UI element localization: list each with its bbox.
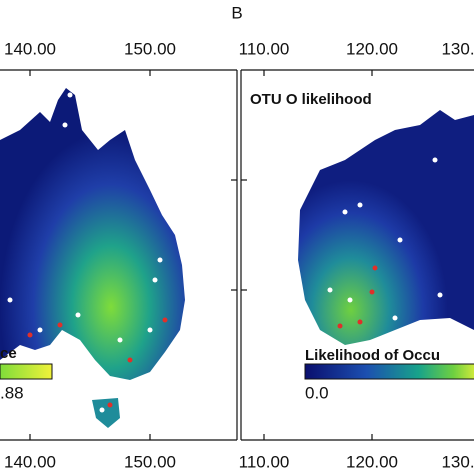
sample-points <box>7 92 163 413</box>
map-shape <box>92 398 120 428</box>
sample-points <box>27 317 168 408</box>
color-bar <box>304 363 474 380</box>
top-tick-label: 130. <box>441 39 474 58</box>
top-tick-label: 110.00 <box>239 39 290 58</box>
panel-title: OTU O likelihood <box>250 91 372 108</box>
top-tick-label: 150.00 <box>124 39 176 58</box>
bottom-tick-label: 130. <box>441 452 474 471</box>
legend-title: Likelihood of Occu <box>305 347 440 364</box>
bottom-tick-label: 120.00 <box>346 452 398 471</box>
top-tick-label: 120.00 <box>346 39 398 58</box>
legend-max: .88 <box>0 383 24 402</box>
map-shape <box>298 110 474 345</box>
panel-frames <box>0 69 474 441</box>
sample-points <box>337 265 378 329</box>
panel-label: B <box>231 3 242 22</box>
color-bar <box>0 363 53 380</box>
legend-title: ce <box>0 345 17 362</box>
bottom-tick-label: 150.00 <box>124 452 176 471</box>
map-shape <box>0 88 185 380</box>
bottom-tick-label: 140.00 <box>4 452 56 471</box>
legend-min: 0.0 <box>305 383 329 402</box>
sample-points <box>327 157 443 321</box>
bottom-tick-label: 110.00 <box>239 452 290 471</box>
top-tick-label: 140.00 <box>4 39 56 58</box>
